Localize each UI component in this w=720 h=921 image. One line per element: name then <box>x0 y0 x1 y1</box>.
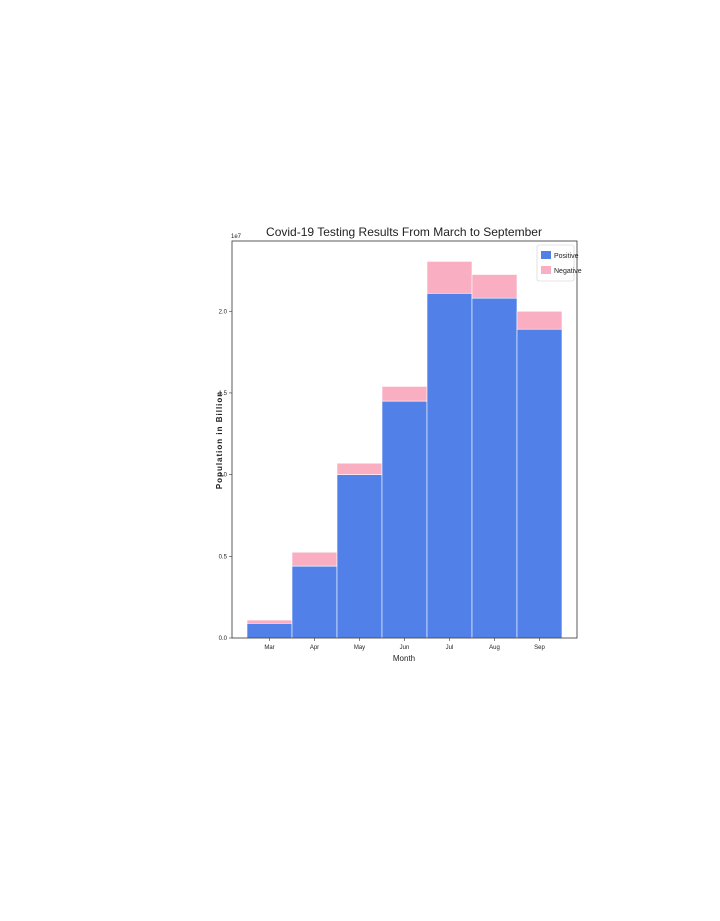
bar-positive-apr <box>291 565 338 639</box>
bar-negative-apr <box>291 551 338 567</box>
x-tick-label-sep: Sep <box>534 645 545 651</box>
y-tick-label: 0.0 <box>219 636 228 642</box>
bar-negative-jul <box>426 261 473 294</box>
x-axis-label: Month <box>393 654 415 663</box>
bar-positive-may <box>336 474 383 639</box>
x-axis: Mar Apr May Jun Jul Aug Sep <box>264 638 545 651</box>
y-axis-label: Population in Billion <box>215 391 224 489</box>
bar-positive-mar <box>246 622 293 639</box>
y-tick-label: 1.5 <box>219 391 228 397</box>
legend-label-positive: Positive <box>554 253 579 260</box>
bars-layer <box>246 261 563 639</box>
bar-negative-sep <box>516 310 563 330</box>
legend-swatch-negative <box>541 266 551 274</box>
x-tick-label-mar: Mar <box>264 645 274 651</box>
x-tick-label-apr: Apr <box>310 645 319 651</box>
x-tick-label-may: May <box>354 645 365 651</box>
y-tick-label: 1.0 <box>219 473 228 479</box>
x-tick-label-jul: Jul <box>446 645 454 651</box>
y-tick-label: 2.0 <box>219 309 228 315</box>
x-tick-label-aug: Aug <box>489 645 500 651</box>
y-tick-label: 0.5 <box>219 554 228 560</box>
bar-negative-mar <box>246 619 293 624</box>
bar-positive-sep <box>516 328 563 639</box>
y-scale-label: 1e7 <box>231 234 242 240</box>
bar-positive-aug <box>471 297 518 639</box>
y-axis: 0.0 0.5 1.0 1.5 2.0 <box>219 309 232 642</box>
x-tick-label-jun: Jun <box>400 645 410 651</box>
legend-swatch-positive <box>541 251 551 259</box>
bar-negative-may <box>336 462 383 475</box>
bar-negative-jun <box>381 386 428 402</box>
bar-negative-aug <box>471 274 518 299</box>
bar-positive-jul <box>426 292 473 639</box>
bar-positive-jun <box>381 400 428 639</box>
chart-title: Covid-19 Testing Results From March to S… <box>266 225 542 239</box>
legend-box <box>536 244 575 282</box>
legend-label-negative: Negative <box>554 268 582 275</box>
legend: Positive Negative <box>536 244 582 282</box>
